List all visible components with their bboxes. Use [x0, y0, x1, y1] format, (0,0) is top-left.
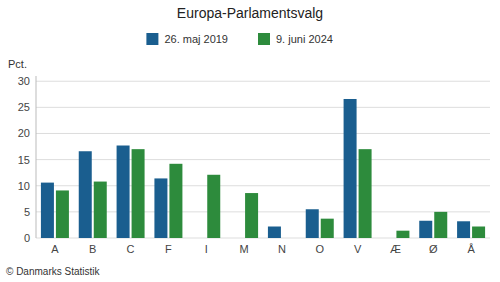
x-tick-label: Å — [467, 243, 475, 255]
y-axis: 0 5 10 15 20 25 30 — [18, 75, 490, 244]
bar — [41, 183, 54, 238]
bar — [419, 221, 432, 238]
bars — [41, 99, 485, 238]
grid-line — [36, 81, 490, 82]
x-tick-label: F — [165, 243, 172, 255]
y-tick-label: 10 — [18, 180, 30, 192]
bar — [207, 175, 220, 238]
x-tick-label: B — [89, 243, 96, 255]
x-tick-label: Ø — [429, 243, 438, 255]
x-tick-label: C — [127, 243, 135, 255]
bar — [169, 164, 182, 238]
bar — [245, 193, 258, 238]
bar — [306, 209, 319, 238]
y-tick-label: 30 — [18, 75, 30, 87]
grid-line — [36, 159, 490, 160]
x-tick-label: Æ — [390, 243, 401, 255]
x-tick-label: O — [315, 243, 324, 255]
bar — [381, 238, 394, 239]
bar — [94, 182, 107, 238]
bar — [154, 178, 167, 238]
bar — [117, 146, 130, 238]
legend-swatch — [258, 33, 270, 45]
bar — [79, 151, 92, 238]
x-tick-label: A — [51, 243, 59, 255]
title: Europa-Parlamentsvalg — [177, 5, 323, 21]
chart: Europa-Parlamentsvalg 26. maj 2019 9. juni… — [0, 0, 500, 282]
grid-line — [36, 107, 490, 108]
bar — [396, 231, 409, 238]
y-tick-label: 15 — [18, 154, 30, 166]
bar — [321, 219, 334, 238]
y-axis-label: Pct. — [8, 58, 27, 70]
bar — [283, 238, 296, 239]
bar — [132, 149, 145, 238]
y-tick-label: 0 — [24, 232, 30, 244]
legend: 26. maj 2019 9. juni 2024 — [146, 33, 332, 45]
x-axis: ABCFIMNOVÆØÅ — [51, 243, 475, 255]
bar — [268, 227, 281, 238]
x-tick-label: M — [239, 243, 248, 255]
x-tick-label: I — [205, 243, 208, 255]
legend-label: 9. juni 2024 — [276, 33, 333, 45]
footer: © Danmarks Statistik — [6, 266, 101, 277]
y-tick-label: 20 — [18, 127, 30, 139]
bar — [359, 149, 372, 238]
bar — [230, 238, 243, 239]
y-axis-line — [36, 76, 37, 238]
x-tick-label: N — [278, 243, 286, 255]
bar — [457, 221, 470, 238]
x-tick-label: V — [354, 243, 362, 255]
bar — [434, 212, 447, 238]
y-tick-label: 5 — [24, 206, 30, 218]
y-tick-label: 25 — [18, 101, 30, 113]
grid-line — [36, 133, 490, 134]
legend-label: 26. maj 2019 — [164, 33, 228, 45]
bar — [56, 190, 69, 238]
bar — [192, 238, 205, 239]
legend-swatch — [146, 33, 158, 45]
bar — [344, 99, 357, 238]
bar — [472, 227, 485, 238]
